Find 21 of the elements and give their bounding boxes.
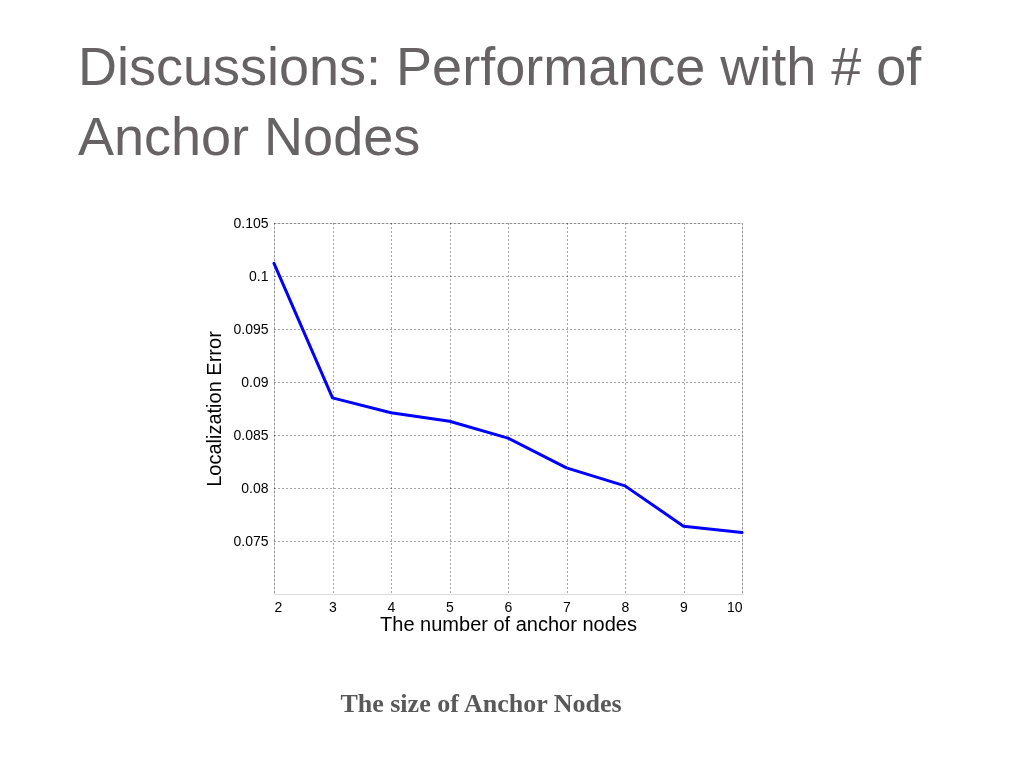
x-tick-label: 3 (329, 598, 338, 615)
y-tick-label: 0.1 (249, 267, 269, 284)
x-tick-label: 5 (446, 598, 455, 615)
x-tick-label: 10 (726, 598, 743, 615)
text: The size of Anchor Nodes (340, 689, 622, 718)
x-tick-label: 9 (680, 598, 689, 615)
x-tick-label: 6 (504, 598, 513, 615)
y-tick-label: 0.105 (233, 214, 269, 231)
y-tick-label: 0.08 (241, 479, 269, 496)
y-tick-label: 0.085 (233, 426, 269, 443)
x-axis-title: The number of anchor nodes (380, 612, 637, 635)
chart-title: Discussions: Performance with # of Anchor Nodes (78, 36, 923, 166)
y-tick-label: 0.095 (233, 320, 269, 337)
x-tick-label: 7 (563, 598, 572, 615)
y-tick-label: 0.09 (241, 373, 269, 390)
x-tick-label: 4 (387, 598, 396, 615)
line-series (272, 261, 744, 535)
x-tick-label: 8 (621, 598, 630, 615)
x-tick-label: 2 (274, 598, 283, 615)
y-tick-label: 0.075 (233, 532, 269, 549)
y-axis-title: Localization Error (203, 330, 226, 487)
